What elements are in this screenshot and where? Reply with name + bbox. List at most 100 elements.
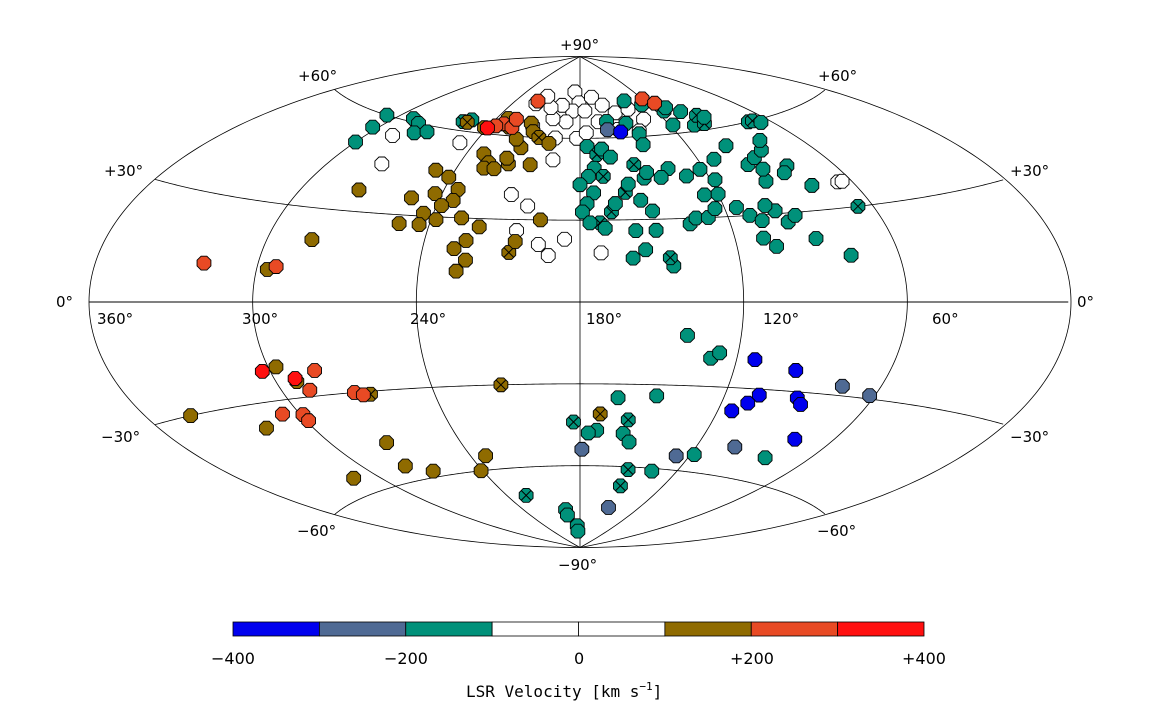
- colorbar-tick-m200: −200: [384, 649, 428, 668]
- data-point: [603, 149, 618, 165]
- data-point: [707, 201, 723, 217]
- data-point: [268, 359, 284, 375]
- data-point: [594, 97, 610, 113]
- data-point: [753, 115, 769, 130]
- data-point: [259, 420, 274, 436]
- data-point: [385, 128, 400, 143]
- data-point: [610, 390, 626, 406]
- data-point: [580, 425, 596, 441]
- data-point: [584, 89, 599, 105]
- data-point: [478, 448, 493, 464]
- data-point: [473, 463, 489, 479]
- data-point: [196, 255, 212, 271]
- data-point: [445, 193, 461, 208]
- data-point: [411, 217, 427, 233]
- data-point: [458, 252, 473, 268]
- data-point: [644, 463, 660, 479]
- data-point: [586, 185, 601, 201]
- point-cross-mark: [622, 464, 634, 475]
- lon-label-180: 180°: [586, 310, 622, 328]
- point-cross-mark: [597, 171, 609, 182]
- lat-label-s60-left: −60°: [297, 522, 336, 540]
- data-point: [648, 222, 664, 238]
- data-point: [404, 190, 419, 206]
- lon-label-360: 360°: [97, 310, 133, 328]
- data-point: [458, 233, 474, 248]
- data-point: [710, 186, 726, 202]
- data-point: [520, 198, 536, 214]
- data-point: [268, 259, 284, 274]
- data-point: [697, 187, 712, 203]
- data-point: [755, 161, 771, 177]
- data-point: [808, 231, 824, 246]
- colorbar-segment: [491, 621, 579, 637]
- data-points: [183, 84, 878, 539]
- data-point: [757, 198, 773, 213]
- point-cross-mark: [461, 116, 473, 128]
- data-point: [578, 125, 594, 141]
- data-point: [621, 434, 637, 450]
- data-point: [862, 388, 878, 404]
- data-point: [541, 135, 557, 151]
- colorbar-segment: [664, 621, 752, 637]
- data-point: [607, 196, 623, 211]
- point-cross-mark: [533, 132, 545, 143]
- data-point: [379, 435, 395, 451]
- lat-label-n30-right: +30°: [1010, 162, 1049, 180]
- data-point: [530, 237, 546, 252]
- data-point: [647, 95, 662, 111]
- data-point: [633, 192, 649, 208]
- data-point: [668, 448, 684, 464]
- data-point: [616, 93, 632, 109]
- parallel-30: [154, 178, 1004, 221]
- lat-label-south-pole: −90°: [558, 556, 597, 574]
- data-point: [574, 441, 590, 457]
- colorbar-title: LSR Velocity [km s−1]: [466, 680, 662, 701]
- data-point: [638, 242, 654, 258]
- lat-label-n30-left: +30°: [104, 162, 143, 180]
- data-point: [575, 204, 590, 220]
- lat-label-n60-left: +60°: [298, 67, 337, 85]
- meridian-0: [579, 56, 1072, 548]
- point-cross-mark: [495, 379, 507, 391]
- data-point: [788, 363, 804, 378]
- data-point: [613, 124, 629, 140]
- colorbar-tick-p400: +400: [902, 649, 946, 668]
- data-point: [787, 431, 803, 447]
- data-point: [448, 263, 464, 279]
- data-point: [509, 111, 524, 127]
- data-point: [397, 458, 413, 474]
- colorbar-segment: [750, 621, 839, 637]
- data-point: [254, 364, 270, 379]
- lat-label-s60-right: −60°: [817, 522, 856, 540]
- lon-label-240: 240°: [410, 310, 446, 328]
- data-point: [804, 178, 820, 193]
- lat-label-s30-right: −30°: [1010, 428, 1049, 446]
- data-point: [724, 403, 740, 419]
- point-cross-mark: [615, 480, 626, 492]
- data-point: [275, 406, 290, 422]
- lon-label-60: 60°: [932, 310, 959, 328]
- lat-label-n60-right: +60°: [818, 67, 857, 85]
- data-point: [718, 138, 734, 154]
- data-point: [307, 363, 322, 378]
- data-point: [747, 352, 763, 368]
- data-point: [302, 382, 318, 398]
- data-point: [751, 387, 767, 403]
- lon-label-300: 300°: [242, 310, 278, 328]
- point-cross-mark: [664, 252, 676, 264]
- data-point: [679, 168, 694, 184]
- data-point: [707, 172, 723, 188]
- data-point: [507, 234, 523, 249]
- data-point: [355, 387, 371, 403]
- data-point: [692, 161, 708, 177]
- data-point: [579, 139, 595, 154]
- data-point: [757, 450, 773, 466]
- data-point: [601, 500, 616, 515]
- data-point: [673, 104, 688, 119]
- point-cross-mark: [568, 416, 579, 428]
- data-point: [742, 208, 758, 223]
- data-point: [593, 245, 609, 261]
- data-point: [434, 198, 449, 213]
